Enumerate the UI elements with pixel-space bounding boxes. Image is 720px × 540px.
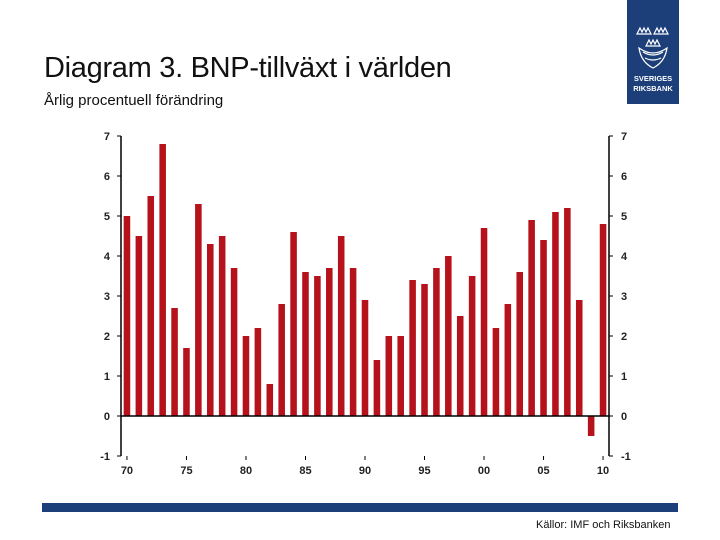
bar-2007 — [564, 208, 571, 416]
x-tick-label: 00 — [478, 465, 490, 477]
bar-1992 — [385, 336, 393, 416]
y-tick-label-left: 6 — [104, 171, 110, 183]
bar-1993 — [397, 336, 404, 416]
y-tick-label-right: 3 — [621, 291, 627, 303]
bar-1991 — [373, 360, 381, 416]
bar-1990 — [361, 300, 369, 416]
bar-1977 — [207, 244, 214, 416]
bar-1981 — [254, 328, 262, 416]
chart-subtitle: Årlig procentuell förändring — [44, 92, 224, 109]
y-tick-label-left: 2 — [104, 331, 110, 343]
y-tick-label-right: 0 — [621, 411, 627, 423]
bar-1975 — [183, 348, 190, 416]
bar-1994 — [409, 280, 416, 416]
y-tick-label-left: 1 — [104, 371, 110, 383]
bar-1980 — [242, 336, 250, 416]
bar-1982 — [266, 384, 274, 416]
bar-1984 — [290, 232, 297, 416]
bar-2002 — [504, 304, 512, 416]
bar-1999 — [468, 276, 476, 416]
y-tick-label-right: 5 — [621, 211, 627, 223]
y-tick-label-right: -1 — [621, 451, 631, 463]
axes — [120, 136, 610, 456]
y-tick-label-right: 2 — [621, 331, 627, 343]
x-tick-label: 75 — [180, 465, 192, 477]
bar-2008 — [575, 300, 583, 416]
bar-2005 — [540, 240, 547, 416]
riksbank-logo: SVERIGES RIKSBANK — [627, 0, 679, 104]
y-tick-label-right: 1 — [621, 371, 627, 383]
bar-1988 — [337, 236, 345, 416]
y-tick-label-left: 0 — [104, 411, 110, 423]
y-tick-label-left: 5 — [104, 211, 110, 223]
bar-2006 — [552, 212, 559, 416]
bar-1989 — [349, 268, 357, 416]
footer-rule — [42, 503, 678, 512]
bar-1976 — [195, 204, 202, 416]
bar-series — [123, 144, 607, 436]
bar-1985 — [302, 272, 309, 416]
y-tick-label-left: 4 — [104, 251, 111, 263]
bar-1998 — [456, 316, 464, 416]
bar-1997 — [445, 256, 452, 416]
x-axis: 70 75 80 85 90 95 00 05 10 — [121, 456, 609, 477]
logo-line2: RIKSBANK — [633, 84, 673, 93]
bar-1996 — [433, 268, 440, 416]
sveriges-riksbank-crest-icon: SVERIGES RIKSBANK — [633, 26, 673, 93]
chart-title: Diagram 3. BNP-tillväxt i världen — [44, 52, 452, 84]
x-tick-label: 80 — [240, 465, 252, 477]
bar-1978 — [218, 236, 226, 416]
y-tick-label-left: 3 — [104, 291, 110, 303]
bar-1973 — [159, 144, 166, 416]
bar-2010 — [599, 224, 607, 416]
y-tick-label-left: 7 — [104, 131, 110, 143]
x-tick-label: 95 — [418, 465, 430, 477]
x-tick-label: 10 — [597, 465, 609, 477]
source-note: Källor: IMF och Riksbanken — [536, 519, 671, 531]
bar-1983 — [278, 304, 285, 416]
y-tick-label-right: 7 — [621, 131, 627, 143]
bar-1972 — [147, 196, 155, 416]
y-tick-label-right: 6 — [621, 171, 627, 183]
bar-2003 — [516, 272, 524, 416]
x-tick-label: 05 — [537, 465, 549, 477]
y-axis-right: -1 0 1 2 3 4 5 6 7 — [609, 131, 631, 463]
bar-2000 — [480, 228, 488, 416]
bar-1974 — [171, 308, 178, 416]
bar-1970 — [123, 216, 131, 416]
y-tick-label-right: 4 — [621, 251, 628, 263]
bar-1971 — [135, 236, 143, 416]
bar-1979 — [230, 268, 238, 416]
y-axis-left: -1 0 1 2 3 4 5 6 7 — [100, 131, 121, 463]
x-tick-label: 85 — [299, 465, 311, 477]
logo-line1: SVERIGES — [634, 74, 672, 83]
bar-1987 — [326, 268, 333, 416]
x-tick-label: 70 — [121, 465, 133, 477]
bar-2009 — [587, 416, 595, 436]
bar-1995 — [421, 284, 428, 416]
bar-1986 — [314, 276, 321, 416]
bar-2001 — [492, 328, 500, 416]
y-tick-label-left: -1 — [100, 451, 110, 463]
x-tick-label: 90 — [359, 465, 371, 477]
bar-2004 — [528, 220, 535, 416]
